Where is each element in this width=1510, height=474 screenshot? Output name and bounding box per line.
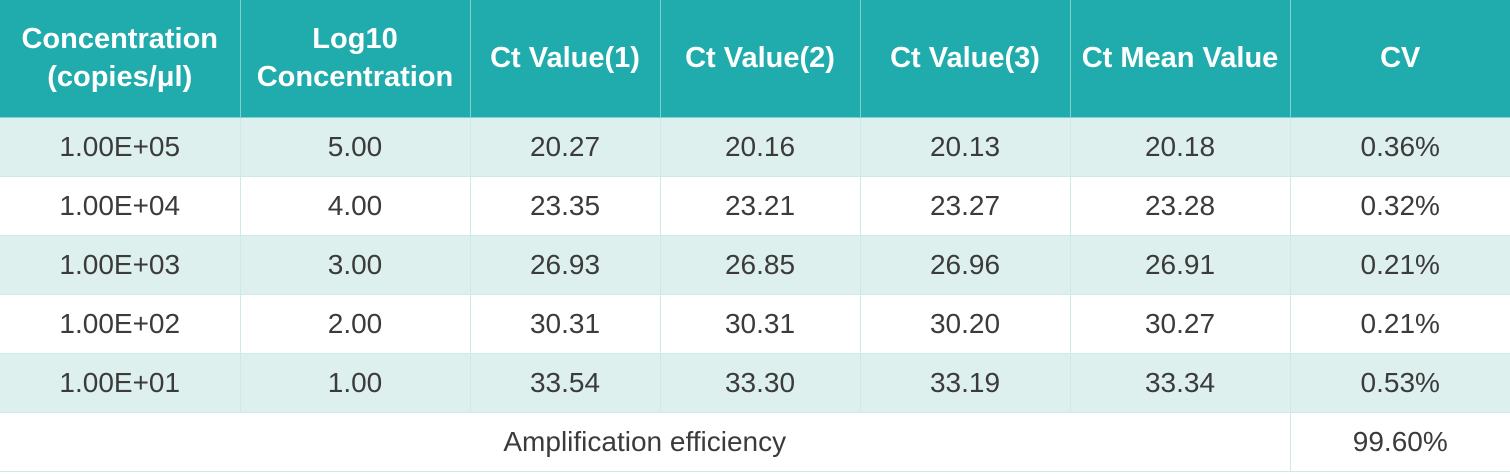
header-ct-mean-value: Ct Mean Value xyxy=(1070,0,1291,118)
cell-concentration: 1.00E+05 xyxy=(0,117,241,177)
cell-log10: 2.00 xyxy=(240,294,471,354)
cell-concentration: 1.00E+02 xyxy=(0,294,241,354)
table-row: 1.00E+02 2.00 30.31 30.31 30.20 30.27 0.… xyxy=(0,294,1510,354)
cell-ct-1: 20.27 xyxy=(470,117,661,177)
header-cv: CV xyxy=(1290,0,1510,118)
cell-ct-3: 23.27 xyxy=(860,176,1071,236)
header-ct-value-2: Ct Value(2) xyxy=(660,0,861,118)
cell-concentration: 1.00E+04 xyxy=(0,176,241,236)
cell-ct-2: 30.31 xyxy=(660,294,861,354)
cell-ct-1: 30.31 xyxy=(470,294,661,354)
cell-concentration: 1.00E+01 xyxy=(0,353,241,413)
amplification-efficiency-label: Amplification efficiency xyxy=(0,412,1291,472)
cell-log10: 5.00 xyxy=(240,117,471,177)
table-footer-row: Amplification efficiency 99.60% xyxy=(0,412,1510,472)
header-line: Ct Mean Value xyxy=(1081,42,1279,75)
cell-cv: 0.36% xyxy=(1290,117,1510,177)
cell-ct-mean: 30.27 xyxy=(1070,294,1291,354)
header-line: Concentration xyxy=(21,23,219,56)
cell-concentration: 1.00E+03 xyxy=(0,235,241,295)
cell-ct-mean: 20.18 xyxy=(1070,117,1291,177)
header-line: Concentration xyxy=(256,61,454,94)
header-ct-value-3: Ct Value(3) xyxy=(860,0,1071,118)
cell-cv: 0.53% xyxy=(1290,353,1510,413)
header-line: Ct Value(3) xyxy=(890,42,1040,75)
header-line: Ct Value(2) xyxy=(685,42,835,75)
header-log10-concentration: Log10 Concentration xyxy=(240,0,471,118)
header-concentration: Concentration (copies/μl) xyxy=(0,0,241,118)
table-row: 1.00E+05 5.00 20.27 20.16 20.13 20.18 0.… xyxy=(0,117,1510,177)
table-row: 1.00E+04 4.00 23.35 23.21 23.27 23.28 0.… xyxy=(0,176,1510,236)
header-line: (copies/μl) xyxy=(47,61,193,94)
cell-ct-2: 26.85 xyxy=(660,235,861,295)
cell-ct-1: 33.54 xyxy=(470,353,661,413)
cell-cv: 0.21% xyxy=(1290,235,1510,295)
header-line: CV xyxy=(1380,42,1421,75)
header-line: Log10 xyxy=(312,23,398,56)
cell-ct-2: 33.30 xyxy=(660,353,861,413)
cell-ct-1: 26.93 xyxy=(470,235,661,295)
cell-cv: 0.32% xyxy=(1290,176,1510,236)
table-row: 1.00E+03 3.00 26.93 26.85 26.96 26.91 0.… xyxy=(0,235,1510,295)
amplification-efficiency-value: 99.60% xyxy=(1290,412,1510,472)
cell-ct-3: 30.20 xyxy=(860,294,1071,354)
cell-ct-3: 33.19 xyxy=(860,353,1071,413)
header-ct-value-1: Ct Value(1) xyxy=(470,0,661,118)
cell-log10: 3.00 xyxy=(240,235,471,295)
table-header-row: Concentration (copies/μl) Log10 Concentr… xyxy=(0,0,1510,118)
cell-ct-2: 23.21 xyxy=(660,176,861,236)
cell-ct-3: 26.96 xyxy=(860,235,1071,295)
cell-log10: 1.00 xyxy=(240,353,471,413)
cell-ct-mean: 23.28 xyxy=(1070,176,1291,236)
cell-ct-1: 23.35 xyxy=(470,176,661,236)
cell-cv: 0.21% xyxy=(1290,294,1510,354)
cell-log10: 4.00 xyxy=(240,176,471,236)
table-row: 1.00E+01 1.00 33.54 33.30 33.19 33.34 0.… xyxy=(0,353,1510,413)
cell-ct-3: 20.13 xyxy=(860,117,1071,177)
cell-ct-2: 20.16 xyxy=(660,117,861,177)
cell-ct-mean: 33.34 xyxy=(1070,353,1291,413)
cell-ct-mean: 26.91 xyxy=(1070,235,1291,295)
header-line: Ct Value(1) xyxy=(490,42,640,75)
